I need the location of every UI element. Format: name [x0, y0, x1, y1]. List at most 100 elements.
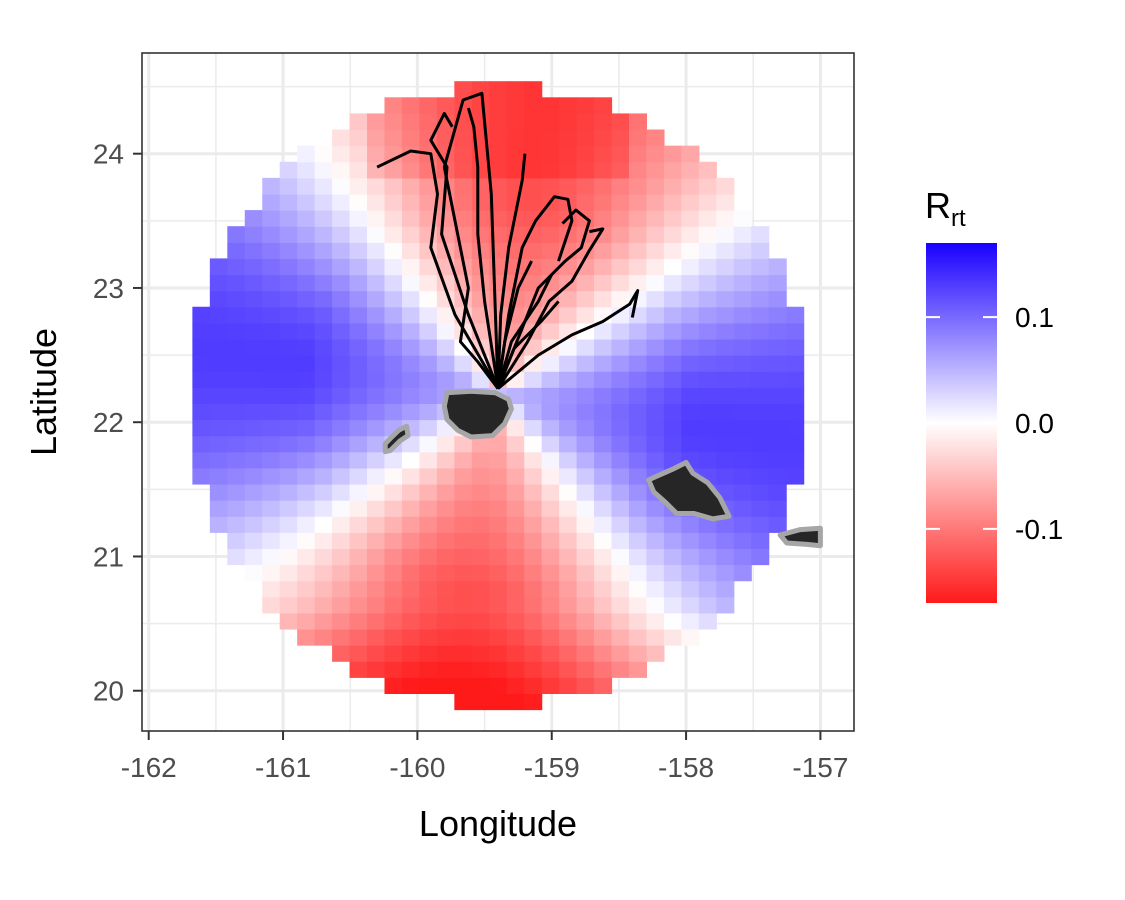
heatmap-cell — [559, 548, 578, 566]
heatmap-cell — [786, 419, 805, 437]
heatmap-cell — [244, 564, 263, 582]
heatmap-cell — [384, 210, 403, 227]
heatmap-cell — [698, 596, 717, 614]
heatmap-cell — [349, 435, 368, 453]
heatmap-cell — [628, 661, 648, 678]
heatmap-cell — [541, 226, 560, 243]
heatmap-cell — [314, 564, 333, 582]
heatmap-cell — [367, 500, 386, 517]
heatmap-cell — [733, 242, 752, 260]
heatmap-cell — [332, 371, 351, 388]
heatmap-cell — [401, 97, 421, 115]
heatmap-cell — [524, 210, 543, 227]
heatmap-cell — [419, 483, 438, 501]
heatmap-cell — [663, 387, 682, 405]
heatmap-cell — [611, 226, 630, 243]
heatmap-cell — [663, 612, 682, 630]
heatmap-cell — [576, 371, 595, 388]
heatmap-cell — [716, 371, 735, 388]
heatmap-cell — [367, 274, 386, 292]
heatmap-cell — [454, 371, 473, 388]
heatmap-cell — [384, 177, 403, 195]
heatmap-cell — [524, 403, 543, 421]
heatmap-cell — [576, 435, 595, 453]
heatmap-cell — [332, 580, 351, 598]
heatmap-cell — [384, 355, 403, 372]
heatmap-cell — [698, 274, 717, 292]
heatmap-cell — [367, 403, 386, 421]
heatmap-cell — [646, 242, 665, 260]
heatmap-cell — [279, 612, 298, 630]
heatmap-cell — [698, 580, 717, 598]
heatmap-cell — [594, 113, 613, 131]
heatmap-cell — [716, 387, 735, 405]
heatmap-cell — [262, 483, 281, 501]
heatmap-cell — [419, 516, 438, 533]
heatmap-cell — [576, 564, 595, 582]
heatmap-cell — [192, 371, 211, 388]
heatmap-cell — [611, 419, 630, 437]
heatmap-cell — [716, 338, 735, 356]
heatmap-cell — [698, 258, 717, 276]
heatmap-cell — [524, 97, 543, 115]
heatmap-cell — [663, 628, 682, 646]
heatmap-cell — [367, 596, 386, 614]
heatmap-cell — [279, 532, 298, 550]
heatmap-cell — [663, 145, 682, 163]
heatmap-cell — [244, 274, 263, 292]
heatmap-cell — [279, 403, 298, 421]
heatmap-cell — [471, 596, 490, 614]
heatmap-cell — [436, 306, 455, 324]
heatmap-cell — [506, 693, 525, 711]
heatmap-cell — [733, 387, 752, 405]
heatmap-cell — [594, 258, 613, 276]
heatmap-cell — [332, 628, 351, 646]
heatmap-cell — [471, 290, 490, 308]
heatmap-cell — [314, 161, 333, 179]
heatmap-cell — [332, 467, 351, 485]
heatmap-cell — [611, 483, 630, 501]
heatmap-cell — [559, 451, 578, 469]
heatmap-cell — [279, 210, 298, 227]
heatmap-cell — [367, 338, 386, 356]
heatmap-cell — [559, 532, 578, 550]
heatmap-cell — [279, 467, 298, 485]
heatmap-cell — [244, 322, 263, 340]
heatmap-cell — [384, 97, 403, 115]
heatmap-cell — [419, 435, 438, 453]
heatmap-cell — [786, 322, 805, 340]
heatmap-cell — [698, 210, 717, 227]
heatmap-cell — [384, 403, 403, 421]
heatmap-cell — [524, 419, 543, 437]
heatmap-cell — [751, 451, 770, 469]
heatmap-cell — [646, 628, 665, 646]
heatmap-cell — [384, 548, 403, 566]
heatmap-cell — [628, 419, 648, 437]
heatmap-cell — [209, 322, 228, 340]
heatmap-cell — [541, 435, 560, 453]
heatmap-cell — [594, 612, 613, 630]
heatmap-cell — [716, 193, 735, 211]
heatmap-cell — [192, 338, 211, 356]
heatmap-cell — [524, 193, 543, 211]
heatmap-cell — [297, 548, 316, 566]
heatmap-cell — [576, 628, 595, 646]
heatmap-cell — [384, 242, 403, 260]
heatmap-cell — [663, 242, 682, 260]
heatmap-cell — [349, 451, 368, 469]
heatmap-cell — [559, 612, 578, 630]
heatmap-cell — [471, 226, 490, 243]
heatmap-cell — [716, 580, 735, 598]
heatmap-cell — [367, 451, 386, 469]
heatmap-cell — [524, 113, 543, 131]
islands — [382, 388, 823, 549]
heatmap-cell — [349, 580, 368, 598]
heatmap-cell — [768, 306, 787, 324]
heatmap-cell — [524, 516, 543, 533]
heatmap-cell — [733, 274, 752, 292]
heatmap-cell — [227, 371, 246, 388]
heatmap-cell — [332, 596, 351, 614]
heatmap-cell — [628, 516, 648, 533]
heatmap-cell — [401, 532, 421, 550]
heatmap-cell — [628, 226, 648, 243]
